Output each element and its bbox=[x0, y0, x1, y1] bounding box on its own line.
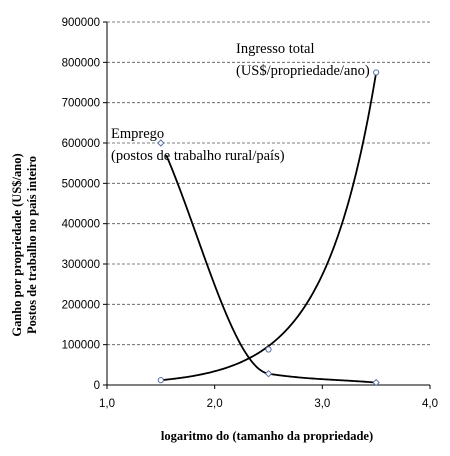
y-tick-label: 700000 bbox=[62, 98, 100, 110]
y-tick-label: 100000 bbox=[62, 340, 100, 352]
series-markers bbox=[157, 69, 380, 387]
y-tick-label: 200000 bbox=[62, 299, 100, 311]
series-curves bbox=[160, 72, 378, 384]
y-tick-labels: 0 100000 200000 300000 400000 500000 600000 700… bbox=[62, 17, 100, 392]
y-axis-label-line-2: Postos de trabalho no país inteiro bbox=[25, 156, 39, 334]
x-tick-label: 2,0 bbox=[207, 398, 223, 410]
annotation-emprego-line-2: (postos de trabalho rural/país) bbox=[111, 148, 285, 164]
point-ingresso bbox=[373, 69, 380, 76]
point-ingresso bbox=[157, 377, 164, 384]
point-emprego bbox=[157, 139, 165, 147]
curve-ingresso bbox=[160, 72, 378, 382]
y-tick-label: 300000 bbox=[62, 259, 100, 271]
annotations: Ingresso total (US$/propriedade/ano) Empre… bbox=[111, 41, 370, 164]
annotation-ingresso-line-1: Ingresso total bbox=[236, 41, 315, 57]
annotation-emprego-line-1: Emprego bbox=[111, 126, 164, 142]
x-tick-label: 4,0 bbox=[422, 398, 438, 410]
x-tick-labels: 1,0 2,0 3,0 4,0 bbox=[99, 398, 438, 410]
y-axis-label-line-1: Ganho por propriedade (US$/ano) bbox=[10, 153, 24, 336]
y-tick-label: 600000 bbox=[62, 138, 100, 150]
y-tick-label: 800000 bbox=[62, 57, 100, 69]
x-tick-label: 3,0 bbox=[314, 398, 330, 410]
point-emprego bbox=[264, 369, 273, 378]
annotation-ingresso-line-2: (US$/propriedade/ano) bbox=[236, 63, 370, 79]
y-tick-label: 500000 bbox=[62, 178, 100, 190]
grid-lines bbox=[107, 21, 430, 346]
x-axis-label: logaritmo do (tamanho da propriedade) bbox=[161, 429, 373, 443]
y-tick-label: 0 bbox=[94, 380, 100, 392]
y-tick-label: 900000 bbox=[62, 17, 100, 29]
x-tick-label: 1,0 bbox=[99, 398, 115, 410]
point-ingresso bbox=[265, 346, 272, 353]
point-emprego bbox=[372, 378, 380, 387]
y-tick-label: 400000 bbox=[62, 219, 100, 231]
